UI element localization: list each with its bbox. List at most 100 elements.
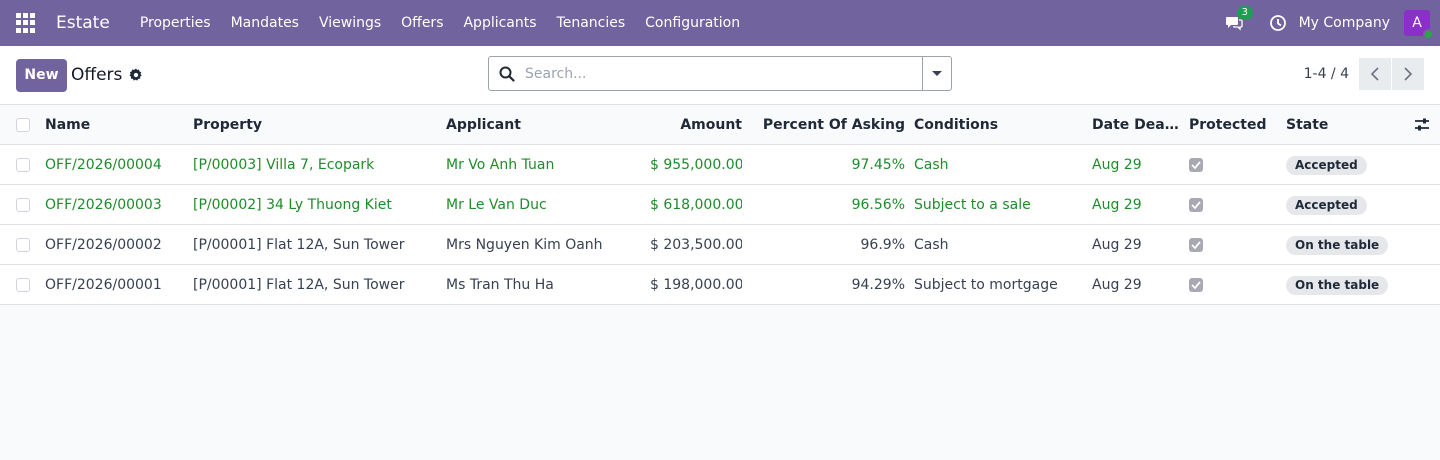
- navbar-systray: 3 My Company A: [1225, 6, 1434, 40]
- table-row[interactable]: OFF/2026/00001 [P/00001] Flat 12A, Sun T…: [0, 265, 1440, 305]
- table-header-row: Name Property Applicant Amount Percent O…: [0, 105, 1440, 145]
- cell-state: Accepted: [1286, 145, 1396, 185]
- column-header-conditions[interactable]: Conditions: [914, 117, 999, 133]
- company-switcher[interactable]: My Company: [1298, 15, 1390, 31]
- pager-next-button[interactable]: [1392, 58, 1424, 90]
- cell-amount: $ 955,000.00: [650, 157, 742, 173]
- cell-date-deadline: Aug 29: [1092, 277, 1142, 293]
- messages-button[interactable]: 3: [1225, 6, 1253, 34]
- menu-item-properties[interactable]: Properties: [139, 15, 211, 31]
- menu-item-configuration[interactable]: Configuration: [645, 15, 741, 31]
- table-row[interactable]: OFF/2026/00002 [P/00001] Flat 12A, Sun T…: [0, 225, 1440, 265]
- cell-date-deadline: Aug 29: [1092, 197, 1142, 213]
- chevron-left-icon: [1370, 67, 1379, 81]
- pager: 1-4 / 4: [1304, 58, 1424, 90]
- cell-conditions: Cash: [914, 237, 949, 253]
- cell-conditions: Subject to mortgage: [914, 277, 1058, 293]
- cell-amount: $ 618,000.00: [650, 197, 742, 213]
- menu-item-mandates[interactable]: Mandates: [230, 15, 299, 31]
- column-header-name[interactable]: Name: [45, 117, 91, 133]
- gear-icon[interactable]: [129, 68, 143, 82]
- cell-amount: $ 198,000.00: [650, 277, 742, 293]
- column-header-property[interactable]: Property: [193, 117, 263, 133]
- clock-icon[interactable]: [1269, 14, 1287, 32]
- check-icon: [1191, 161, 1201, 169]
- cell-applicant: Mr Vo Anh Tuan: [446, 157, 555, 173]
- check-icon: [1191, 281, 1201, 289]
- menu-item-tenancies[interactable]: Tenancies: [556, 15, 626, 31]
- cell-property: [P/00001] Flat 12A, Sun Tower: [193, 237, 405, 253]
- table-row[interactable]: OFF/2026/00004 [P/00003] Villa 7, Ecopar…: [0, 145, 1440, 185]
- column-header-state[interactable]: State: [1286, 117, 1329, 133]
- search-icon: [499, 66, 515, 82]
- page-title: Offers: [71, 65, 123, 85]
- column-header-date-deadline[interactable]: Date Deadl...: [1092, 117, 1182, 133]
- check-icon: [1191, 241, 1201, 249]
- menu-item-applicants[interactable]: Applicants: [463, 15, 537, 31]
- online-status-icon: [1423, 29, 1434, 40]
- cell-applicant: Mrs Nguyen Kim Oanh: [446, 237, 603, 253]
- state-badge: Accepted: [1286, 155, 1367, 175]
- table-row[interactable]: OFF/2026/00003 [P/00002] 34 Ly Thuong Ki…: [0, 185, 1440, 225]
- row-checkbox[interactable]: [16, 158, 30, 172]
- list-empty-area: [0, 305, 1440, 459]
- cell-conditions: Cash: [914, 157, 949, 173]
- main-menu: Properties Mandates Viewings Offers Appl…: [130, 15, 750, 31]
- protected-checkbox: [1189, 158, 1203, 172]
- offers-list: Name Property Applicant Amount Percent O…: [0, 105, 1440, 305]
- menu-item-offers[interactable]: Offers: [401, 15, 444, 31]
- row-checkbox[interactable]: [16, 238, 30, 252]
- column-header-percent[interactable]: Percent Of Asking: [762, 117, 905, 133]
- cell-property: [P/00001] Flat 12A, Sun Tower: [193, 277, 405, 293]
- cell-state: Accepted: [1286, 185, 1396, 225]
- state-badge: Accepted: [1286, 195, 1367, 215]
- cell-name: OFF/2026/00003: [45, 197, 162, 213]
- cell-percent: 94.29%: [851, 277, 905, 293]
- chevron-right-icon: [1404, 67, 1413, 81]
- select-all-checkbox[interactable]: [16, 118, 30, 132]
- search-options-toggle[interactable]: [922, 57, 951, 90]
- column-header-amount[interactable]: Amount: [680, 117, 742, 133]
- protected-checkbox: [1189, 198, 1203, 212]
- top-navbar: Estate Properties Mandates Viewings Offe…: [0, 0, 1440, 46]
- state-badge: On the table: [1286, 235, 1389, 255]
- app-brand[interactable]: Estate: [56, 13, 110, 33]
- check-icon: [1191, 201, 1201, 209]
- user-avatar[interactable]: A: [1404, 10, 1434, 40]
- new-button[interactable]: New: [16, 58, 67, 92]
- row-checkbox[interactable]: [16, 278, 30, 292]
- cell-applicant: Mr Le Van Duc: [446, 197, 547, 213]
- search-bar: [488, 56, 952, 91]
- avatar-initial: A: [1412, 15, 1422, 31]
- search-input[interactable]: [525, 57, 922, 90]
- cell-name: OFF/2026/00002: [45, 237, 162, 253]
- chat-count-badge: 3: [1236, 6, 1253, 20]
- cell-property: [P/00002] 34 Ly Thuong Kiet: [193, 197, 392, 213]
- chat-icon: [1225, 17, 1243, 31]
- cell-state: On the table: [1286, 225, 1396, 265]
- cell-name: OFF/2026/00004: [45, 157, 162, 173]
- cell-amount: $ 203,500.00: [650, 237, 742, 253]
- cell-name: OFF/2026/00001: [45, 277, 162, 293]
- optional-columns-icon[interactable]: [1414, 118, 1430, 132]
- cell-applicant: Ms Tran Thu Ha: [446, 277, 554, 293]
- protected-checkbox: [1189, 238, 1203, 252]
- cell-percent: 96.9%: [860, 237, 905, 253]
- row-checkbox[interactable]: [16, 198, 30, 212]
- cell-conditions: Subject to a sale: [914, 197, 1031, 213]
- cell-percent: 96.56%: [851, 197, 905, 213]
- protected-checkbox: [1189, 278, 1203, 292]
- state-badge: On the table: [1286, 275, 1389, 295]
- cell-percent: 97.45%: [851, 157, 905, 173]
- column-header-protected[interactable]: Protected: [1189, 117, 1267, 133]
- pager-previous-button[interactable]: [1359, 58, 1391, 90]
- caret-down-icon: [932, 71, 942, 76]
- control-panel: New Offers 1-4 / 4: [0, 46, 1440, 105]
- apps-grid-icon[interactable]: [16, 13, 36, 33]
- pager-value[interactable]: 1-4 / 4: [1303, 66, 1349, 82]
- column-header-applicant[interactable]: Applicant: [446, 117, 521, 133]
- cell-state: On the table: [1286, 265, 1396, 305]
- cell-property: [P/00003] Villa 7, Ecopark: [193, 157, 375, 173]
- cell-date-deadline: Aug 29: [1092, 157, 1142, 173]
- menu-item-viewings[interactable]: Viewings: [318, 15, 382, 31]
